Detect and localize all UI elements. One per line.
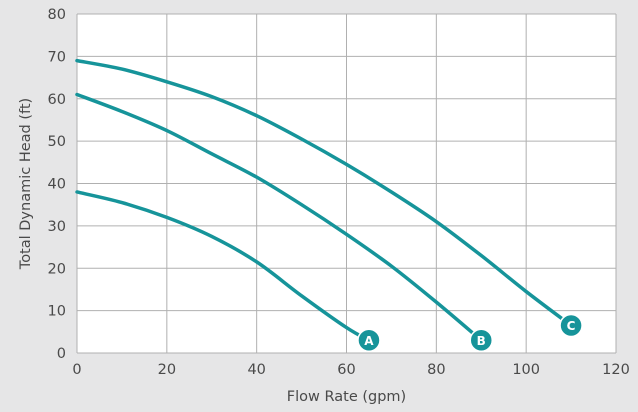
series-a: A (75, 190, 381, 353)
series-b: B (75, 92, 493, 353)
series-end-marker (357, 328, 381, 353)
series-label: B (477, 334, 486, 348)
x-axis-title: Flow Rate (gpm) (287, 389, 406, 405)
tick-labels: 0 20 40 60 80 100 120 0 10 20 30 40 50 60 70 80 (48, 7, 630, 378)
y-tick-label: 50 (48, 134, 66, 150)
x-tick-label: 80 (427, 362, 445, 378)
y-tick-label: 0 (57, 346, 66, 362)
x-tick-label: 20 (158, 362, 176, 378)
series-lines: A B C (75, 58, 583, 353)
y-tick-label: 30 (48, 219, 66, 235)
series-end-marker (469, 328, 493, 353)
y-tick-label: 60 (48, 92, 66, 108)
grid-lines (76, 13, 617, 354)
series-c: C (75, 58, 583, 338)
series-label: C (567, 319, 576, 333)
y-tick-label: 20 (48, 261, 66, 277)
y-tick-label: 80 (48, 7, 66, 23)
x-tick-label: 0 (72, 362, 81, 378)
series-line-c (75, 58, 573, 328)
x-tick-label: 120 (602, 362, 630, 378)
x-tick-label: 60 (337, 362, 355, 378)
series-end-marker (559, 313, 583, 338)
y-tick-label: 70 (48, 49, 66, 65)
series-line-a (75, 190, 371, 343)
series-label: A (364, 334, 374, 348)
y-tick-label: 10 (48, 304, 66, 320)
x-tick-label: 40 (247, 362, 265, 378)
y-axis-title: Total Dynamic Head (ft) (18, 98, 34, 270)
x-tick-label: 100 (512, 362, 540, 378)
y-tick-label: 40 (48, 177, 66, 193)
series-line-b (75, 92, 483, 343)
